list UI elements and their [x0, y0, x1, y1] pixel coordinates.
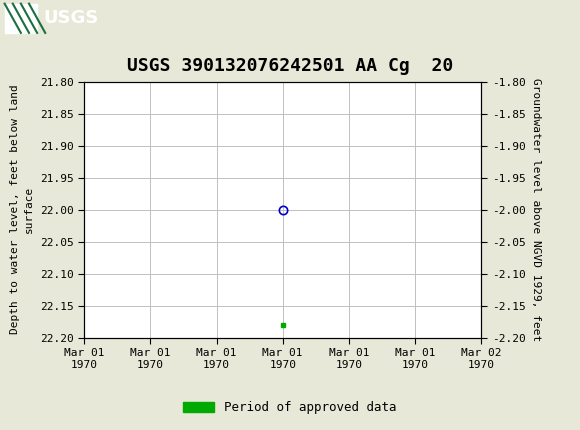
Y-axis label: Depth to water level, feet below land
surface: Depth to water level, feet below land su…: [10, 85, 34, 335]
Text: USGS: USGS: [44, 9, 99, 27]
FancyBboxPatch shape: [5, 3, 37, 33]
Text: USGS 390132076242501 AA Cg  20: USGS 390132076242501 AA Cg 20: [127, 57, 453, 75]
Legend: Period of approved data: Period of approved data: [178, 396, 402, 419]
Y-axis label: Groundwater level above NGVD 1929, feet: Groundwater level above NGVD 1929, feet: [531, 78, 541, 341]
